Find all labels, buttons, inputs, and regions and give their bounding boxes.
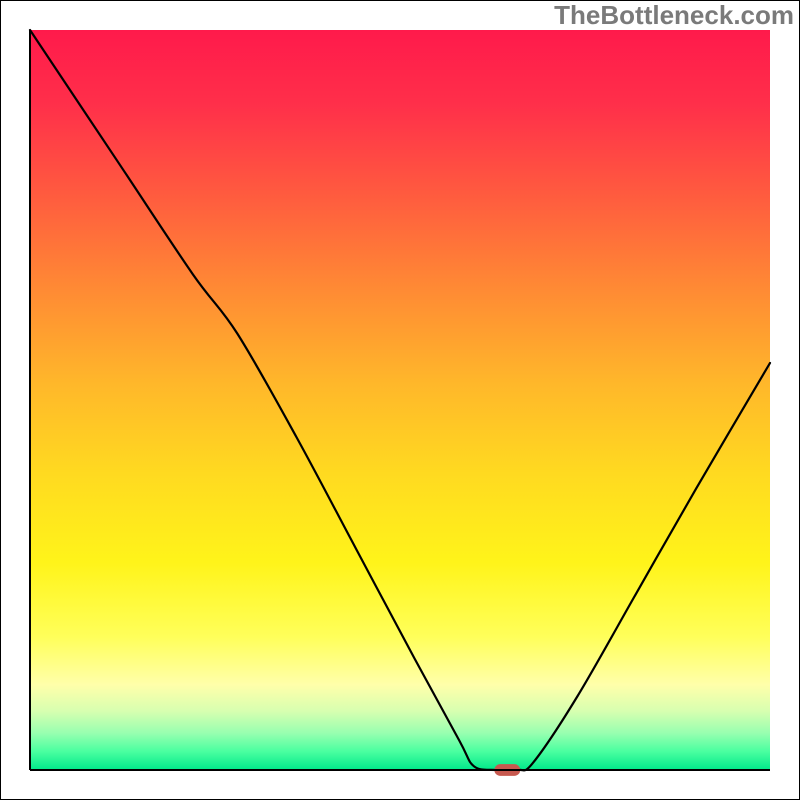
bottleneck-chart: [0, 0, 800, 800]
watermark-text: TheBottleneck.com: [554, 0, 794, 31]
chart-background: [30, 30, 770, 770]
